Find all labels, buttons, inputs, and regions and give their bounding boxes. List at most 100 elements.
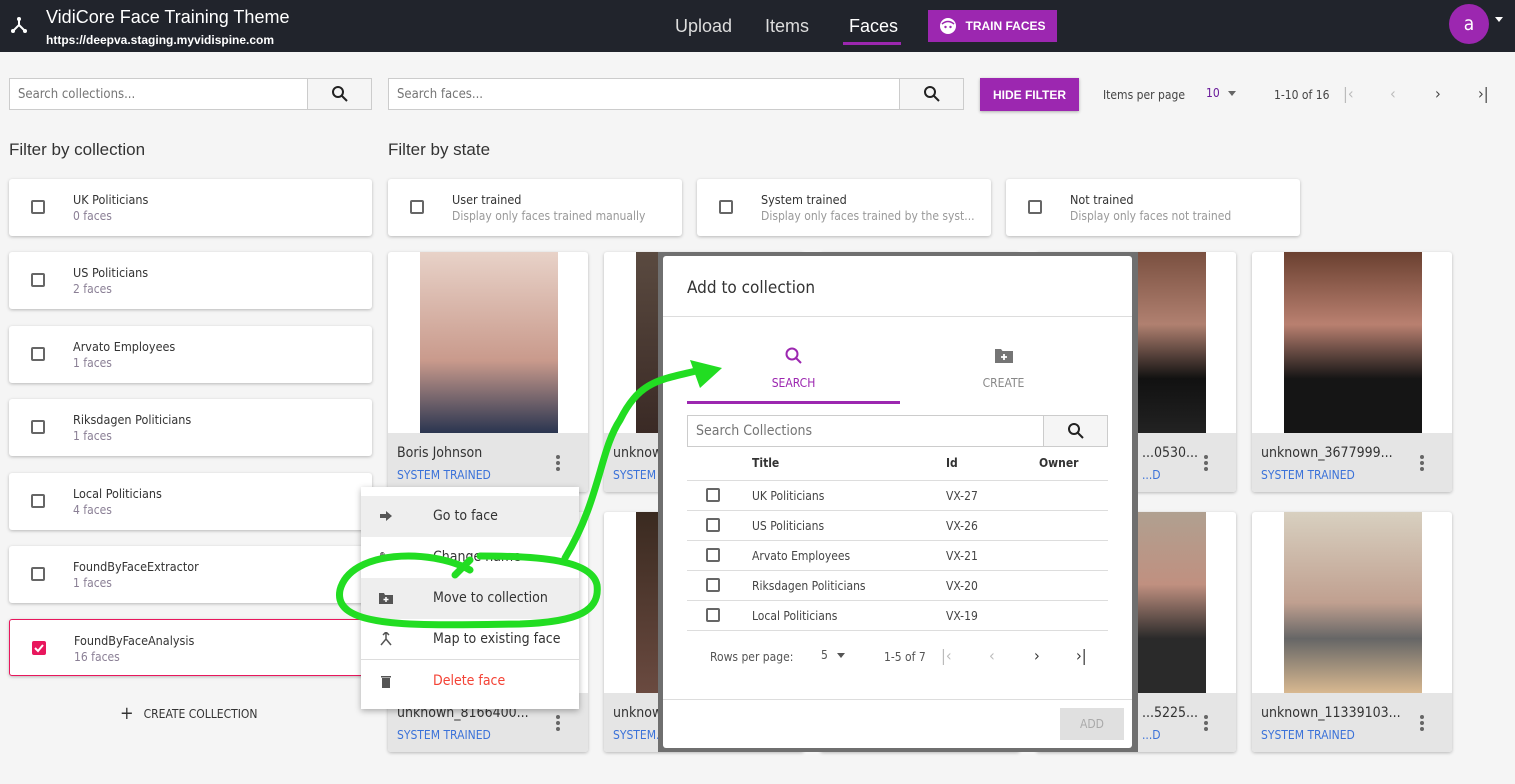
collection-name: Riksdagen Politicians	[73, 412, 192, 428]
divider	[687, 630, 1108, 631]
collection-filter-item[interactable]: FoundByFaceAnalysis 16 faces	[9, 619, 372, 677]
state-filter-item[interactable]: User trained Display only faces trained …	[388, 179, 682, 236]
menu-item-go-to-face[interactable]: Go to face	[361, 496, 579, 537]
more-vert-icon[interactable]	[556, 455, 560, 473]
checkbox[interactable]	[410, 200, 424, 214]
menu-label: Map to existing face	[433, 631, 561, 647]
row-title: Arvato Employees	[752, 549, 851, 563]
tab-search[interactable]: SEARCH	[687, 344, 900, 404]
checkbox[interactable]	[31, 346, 45, 361]
checkbox[interactable]	[31, 273, 45, 288]
more-vert-icon[interactable]	[1420, 715, 1424, 733]
collection-row[interactable]: Arvato Employees VX-21	[687, 540, 1108, 570]
face-state: ...D	[1142, 468, 1161, 482]
prev-page-icon[interactable]: ‹	[989, 646, 995, 665]
face-card[interactable]: Boris Johnson SYSTEM TRAINED	[388, 252, 588, 492]
search-collections	[9, 78, 372, 110]
checkbox[interactable]	[706, 578, 720, 592]
collection-filter-item[interactable]: Riksdagen Politicians 1 faces	[9, 399, 372, 457]
face-image[interactable]	[420, 252, 558, 433]
search-faces-button[interactable]	[899, 79, 963, 109]
next-page-icon[interactable]: ›	[1435, 84, 1441, 103]
search-collections-input[interactable]	[10, 79, 307, 109]
tab-create[interactable]: CREATE	[900, 344, 1107, 404]
row-id: VX-20	[946, 579, 978, 593]
collection-filter-item[interactable]: FoundByFaceExtractor 1 faces	[9, 546, 372, 603]
merge-icon	[379, 630, 393, 646]
checkbox[interactable]	[706, 518, 720, 532]
plus-icon: +	[120, 703, 134, 724]
last-page-icon[interactable]: ›|	[1478, 84, 1489, 103]
menu-item-move-to-collection[interactable]: Move to collection	[361, 578, 579, 619]
collection-row[interactable]: US Politicians VX-26	[687, 510, 1108, 540]
nav-upload[interactable]: Upload	[675, 16, 733, 36]
more-vert-icon[interactable]	[1204, 715, 1208, 733]
menu-item-delete-face[interactable]: Delete face	[361, 661, 579, 702]
search-collections-dialog-input[interactable]	[688, 416, 1043, 446]
arrow-right-icon	[379, 509, 393, 523]
search-collections-button[interactable]	[307, 79, 371, 109]
train-faces-button[interactable]: TRAIN FACES	[928, 10, 1057, 42]
divider	[663, 316, 1132, 317]
checkbox[interactable]	[31, 200, 45, 214]
dialog-search-button[interactable]	[1043, 416, 1107, 446]
collection-filter-item[interactable]: Local Politicians 4 faces	[9, 472, 372, 530]
face-name: Boris Johnson	[397, 445, 483, 461]
collection-row[interactable]: UK Politicians VX-27	[687, 480, 1108, 510]
more-vert-icon[interactable]	[1204, 455, 1208, 473]
collection-count: 0 faces	[73, 209, 112, 223]
app-header: VidiCore Face Training Theme https://dee…	[0, 0, 1515, 52]
search-icon	[331, 86, 348, 102]
rows-per-page-select[interactable]: 5	[821, 648, 828, 662]
collection-filter-item[interactable]: UK Politicians 0 faces	[9, 179, 372, 236]
first-page-icon[interactable]: |‹	[1343, 84, 1354, 103]
last-page-icon[interactable]: ›|	[1076, 646, 1087, 665]
hide-filter-button[interactable]: HIDE FILTER	[980, 78, 1079, 111]
column-title[interactable]: Title	[752, 456, 780, 470]
search-icon	[923, 86, 940, 102]
face-card[interactable]: unknown_11339103... SYSTEM TRAINED	[1252, 512, 1452, 752]
nav-items[interactable]: Items	[765, 16, 810, 36]
face-image[interactable]	[1284, 512, 1422, 693]
column-id[interactable]: Id	[946, 456, 958, 470]
state-filter-item[interactable]: Not trained Display only faces not train…	[1006, 179, 1300, 236]
checkbox[interactable]	[31, 493, 45, 508]
first-page-icon[interactable]: |‹	[941, 646, 952, 665]
chevron-down-icon[interactable]	[837, 653, 845, 658]
collection-row[interactable]: Riksdagen Politicians VX-20	[687, 570, 1108, 600]
menu-item-change-name[interactable]: ✎ Change name	[361, 537, 579, 578]
row-id: VX-19	[946, 609, 978, 623]
checkbox[interactable]	[31, 420, 45, 435]
checkbox[interactable]	[706, 548, 720, 562]
collection-filter-item[interactable]: US Politicians 2 faces	[9, 252, 372, 310]
face-card[interactable]: unknown_3677999... SYSTEM TRAINED	[1252, 252, 1452, 492]
menu-item-map-to-existing-face[interactable]: Map to existing face	[361, 619, 579, 660]
avatar[interactable]: a	[1449, 4, 1489, 44]
state-name: User trained	[452, 192, 522, 207]
search-faces-input[interactable]	[389, 79, 899, 109]
collection-row[interactable]: Local Politicians VX-19	[687, 600, 1108, 630]
items-per-page-select[interactable]: 10	[1206, 86, 1220, 100]
checkbox[interactable]	[719, 200, 733, 214]
collection-filter-item[interactable]: Arvato Employees 1 faces	[9, 325, 372, 383]
chevron-down-icon[interactable]	[1228, 91, 1236, 96]
next-page-icon[interactable]: ›	[1034, 646, 1040, 665]
add-button[interactable]: ADD	[1060, 708, 1124, 740]
checkbox[interactable]	[32, 641, 46, 656]
create-collection-button[interactable]: + CREATE COLLECTION	[120, 703, 258, 724]
nav-faces[interactable]: Faces	[849, 16, 899, 36]
prev-page-icon[interactable]: ‹	[1390, 84, 1396, 103]
checkbox[interactable]	[31, 567, 45, 581]
face-image[interactable]	[1284, 252, 1422, 433]
checkbox[interactable]	[1028, 200, 1042, 214]
face-name: ...0530...	[1142, 445, 1199, 461]
more-vert-icon[interactable]	[556, 715, 560, 733]
column-owner[interactable]: Owner	[1039, 456, 1079, 470]
checkbox[interactable]	[706, 488, 720, 502]
app-logo-icon[interactable]	[10, 16, 28, 34]
state-description: Display only faces trained manually	[452, 209, 646, 223]
more-vert-icon[interactable]	[1420, 455, 1424, 473]
state-filter-item[interactable]: System trained Display only faces traine…	[697, 179, 991, 236]
caret-down-icon[interactable]	[1495, 17, 1503, 22]
checkbox[interactable]	[706, 608, 720, 622]
